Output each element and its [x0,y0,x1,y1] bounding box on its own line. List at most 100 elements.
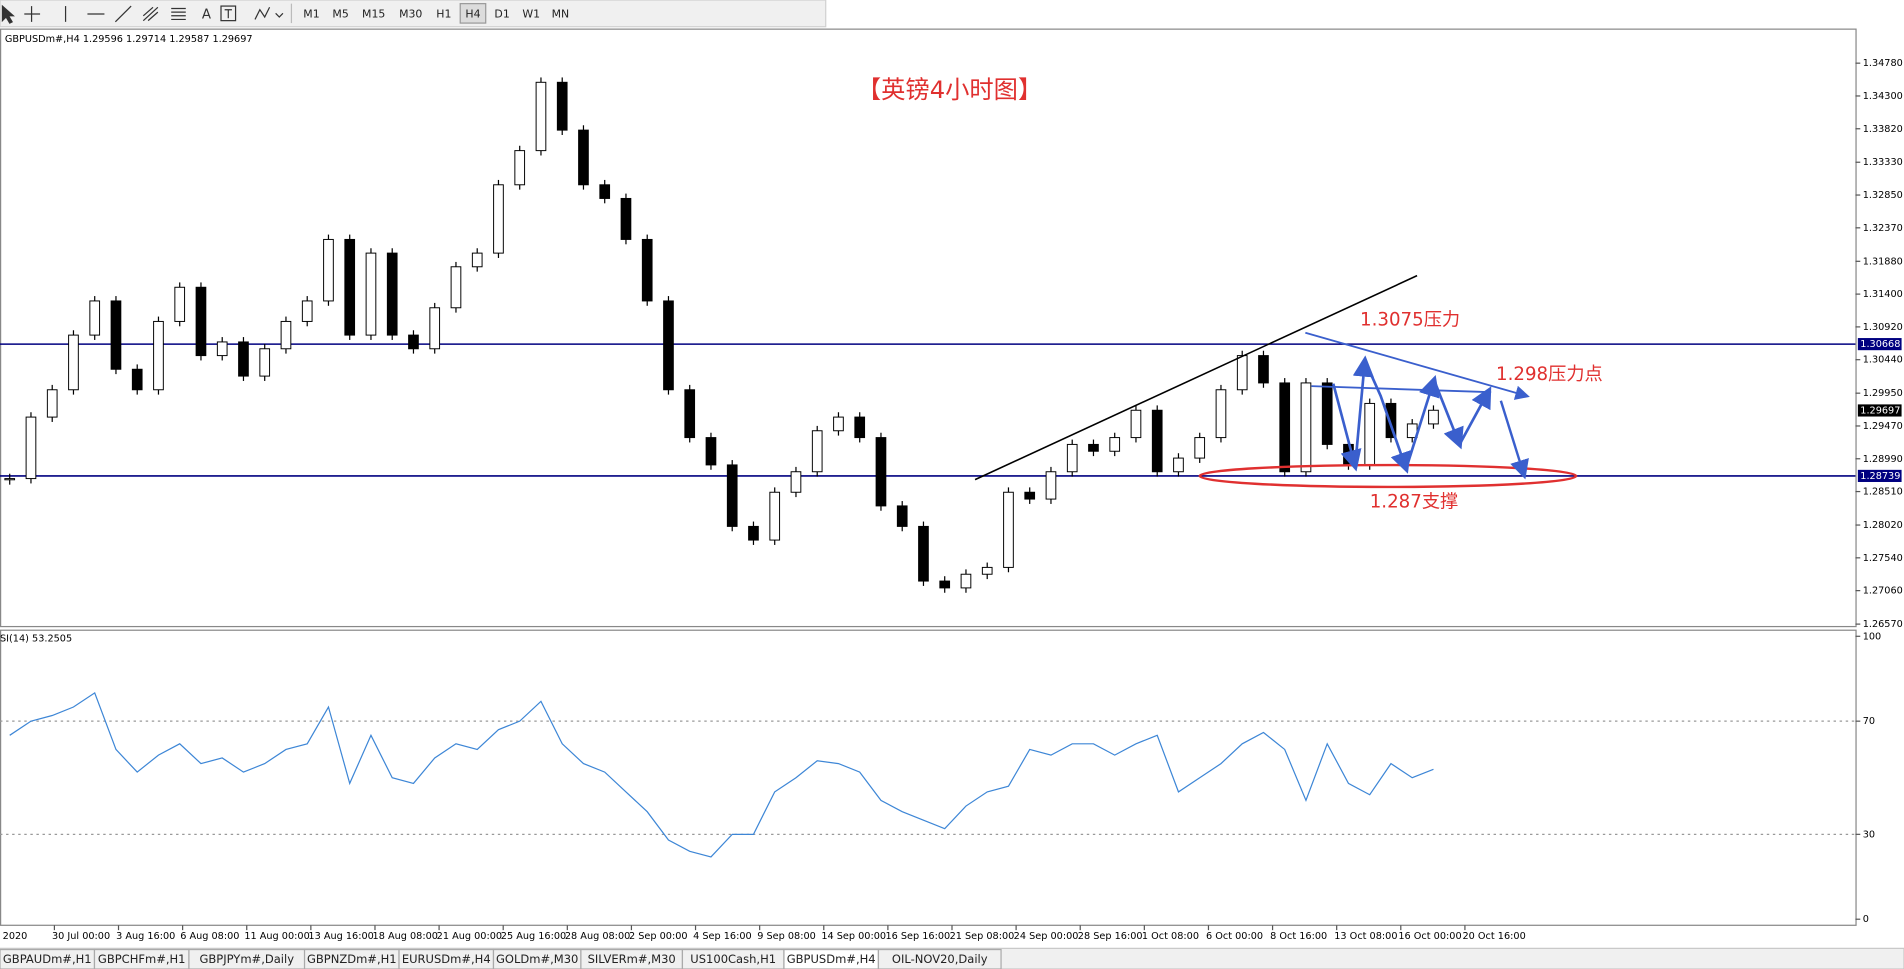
candle [1151,409,1163,473]
timeframe-button[interactable]: H1 [436,8,451,21]
candle [1321,382,1333,445]
shapes-tool[interactable] [254,7,284,20]
candle [1088,443,1099,452]
time-axis: Jul 2020 30 Jul 00:00 3 Aug 16:00 6 Aug 08:… [0,925,1526,942]
candle [429,307,441,350]
level-label-bg [1857,338,1902,351]
rsi-line [9,691,1434,858]
candle [1024,491,1036,500]
y-tick-label: 100 [1863,631,1882,642]
tab-label[interactable]: SILVERm#,M30 [588,952,676,966]
x-tick-label: 11 Aug 00:00 [244,931,309,942]
trendline-tool[interactable] [114,5,132,23]
y-tick-label: 1.33330 [1863,157,1903,168]
candle [769,491,781,541]
candle [1258,355,1269,384]
candle [556,81,568,131]
timeframe-button[interactable]: M15 [362,8,385,21]
y-tick-label: 1.31880 [1863,256,1903,267]
candle [854,416,866,439]
tab-label[interactable]: GBPJPYm#,Daily [199,952,294,966]
y-tick-label: 1.32370 [1863,223,1903,234]
candle [684,389,696,439]
timeframe-button[interactable]: H4 [465,8,480,21]
timeframe-active [459,3,487,24]
x-tick-label: 24 Sep 00:00 [1014,931,1079,942]
candle [875,437,887,507]
resistance-line [1305,331,1530,400]
crosshair-tool[interactable] [24,6,41,22]
label-tool[interactable] [220,5,237,22]
fibo-tool[interactable] [171,7,186,21]
toolbar-icons [1,3,293,24]
y-tick-label: 1.30920 [1863,322,1903,333]
candle [46,389,58,418]
x-tick-label: 4 Sep 16:00 [693,931,752,942]
rsi-header: SI(14) 53.2505 [0,634,72,645]
y-tick-label: 1.28020 [1863,520,1903,531]
x-tick-label: 28 Sep 16:00 [1078,931,1143,942]
price-pane [0,28,1857,628]
candle [578,129,589,186]
y-tick-label: 0 [1863,914,1869,925]
cursor-tool[interactable] [1,4,15,24]
x-tick-label: 25 Aug 16:00 [501,931,566,942]
last-price-bg [1857,404,1902,417]
y-tick-label: 1.28510 [1863,487,1903,498]
rsi-pane [0,629,1857,926]
y-tick-label: 1.27540 [1863,553,1903,564]
candle [493,184,504,254]
candle [535,81,547,152]
candle [344,238,356,336]
last-price-label: 1.29697 [1860,405,1900,416]
wave-arrow [1458,386,1492,446]
level-label-bg [1857,469,1902,482]
candle [726,464,738,527]
candle [1236,355,1248,391]
x-tick-label: 13 Oct 08:00 [1334,931,1397,942]
x-tick-label: 21 Sep 08:00 [950,931,1015,942]
level-label: 1.28739 [1860,471,1900,482]
y-tick-label: 1.29950 [1863,388,1903,399]
tab-label[interactable]: GBPAUDm#,H1 [3,952,92,966]
y-tick-label: 1.27060 [1863,586,1903,597]
tab-label[interactable]: GBPCHFm#,H1 [98,952,186,966]
timeframes: M1 M5 M15 M30 H1 H4 D1 W1 MN [303,3,570,24]
candle [1045,471,1057,500]
tab-label[interactable]: OIL-NOV20,Daily [892,952,988,966]
x-tick-label: 28 Aug 08:00 [565,931,630,942]
candle [280,320,292,350]
wave-arrow [1404,374,1440,470]
tab-label[interactable]: GOLDm#,M30 [496,952,578,966]
candle [110,300,122,370]
candle [238,341,249,377]
y-tick-label: 1.29470 [1863,421,1903,432]
y-tick-label: 1.33820 [1863,124,1903,135]
timeframe-button[interactable]: D1 [494,8,509,21]
timeframe-button[interactable]: MN [552,8,570,21]
timeframe-button[interactable]: M1 [303,8,319,21]
tab-label[interactable]: US100Cash,H1 [690,952,776,966]
y-tick-label: 1.30440 [1863,355,1903,366]
candle [896,505,908,527]
candle [89,300,101,336]
x-tick-label: 1 Oct 08:00 [1142,931,1199,942]
x-tick-label: 21 Aug 00:00 [437,931,502,942]
candle [790,471,802,493]
tab-label[interactable]: EURUSDm#,H4 [402,952,491,966]
timeframe-button[interactable]: W1 [522,8,540,21]
timeframe-button[interactable]: M5 [332,8,348,21]
timeframe-button[interactable]: M30 [399,8,422,21]
candle [939,580,951,589]
tab-label[interactable]: GBPUSDm#,H4 [787,952,876,966]
text-tool[interactable]: A [202,8,212,23]
tabs: GBPAUDm#,H1 GBPCHFm#,H1 GBPJPYm#,Daily GBPN… [0,948,1002,969]
channel-tool[interactable] [142,6,159,22]
tab-label[interactable]: GBPNZDm#,H1 [307,952,397,966]
candle [1385,402,1397,439]
trendline [974,274,1418,481]
candle [471,252,483,268]
x-tick-label: 16 Sep 16:00 [885,931,950,942]
